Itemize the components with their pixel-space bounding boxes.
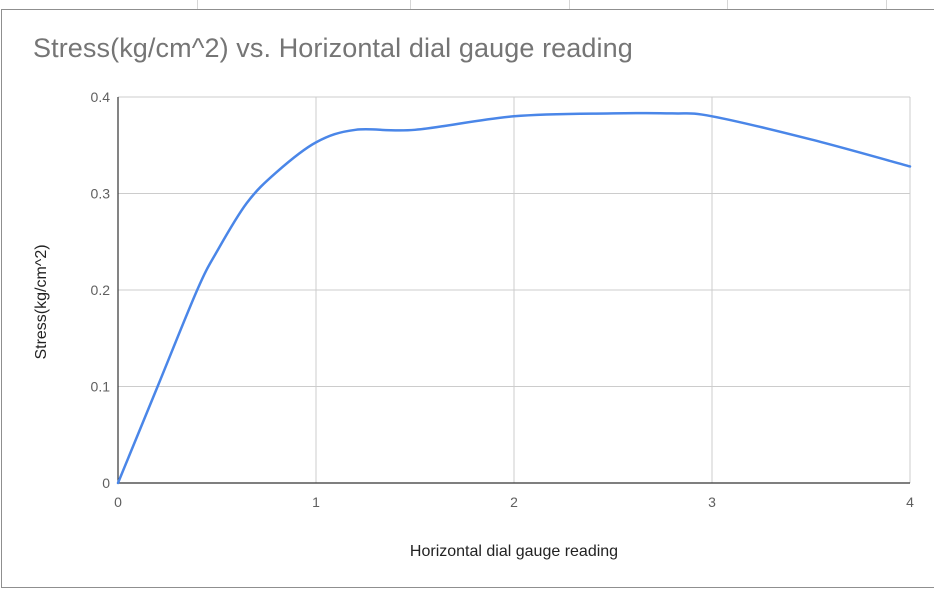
y-tick-label: 0.1	[91, 379, 111, 395]
series-line-0	[116, 111, 912, 485]
column-divider	[886, 0, 887, 10]
spreadsheet-background	[0, 0, 934, 10]
gridlines	[118, 96, 911, 483]
chart-container[interactable]	[1, 9, 934, 588]
y-tick-label: 0	[102, 475, 110, 491]
x-tick-label: 0	[114, 494, 122, 510]
series-layer	[116, 111, 912, 485]
column-divider	[410, 0, 411, 10]
y-tick-label: 0.2	[91, 282, 111, 298]
y-tick-label: 0.4	[91, 89, 111, 105]
x-tick-label: 3	[708, 494, 716, 510]
axes	[117, 97, 910, 484]
x-axis-title: Horizontal dial gauge reading	[410, 543, 618, 560]
column-divider	[569, 0, 570, 10]
column-divider	[727, 0, 728, 10]
chart-title: Stress(kg/cm^2) vs. Horizontal dial gaug…	[33, 33, 633, 63]
y-tick-label: 0.3	[91, 186, 111, 202]
x-tick-label: 1	[312, 494, 320, 510]
tick-labels: 0 1 2 3 4 0 0.1 0.2 0.3 0.4	[91, 89, 915, 510]
y-axis-title: Stress(kg/cm^2)	[33, 244, 50, 359]
column-divider	[197, 0, 198, 10]
x-tick-label: 4	[906, 494, 914, 510]
x-tick-label: 2	[510, 494, 518, 510]
